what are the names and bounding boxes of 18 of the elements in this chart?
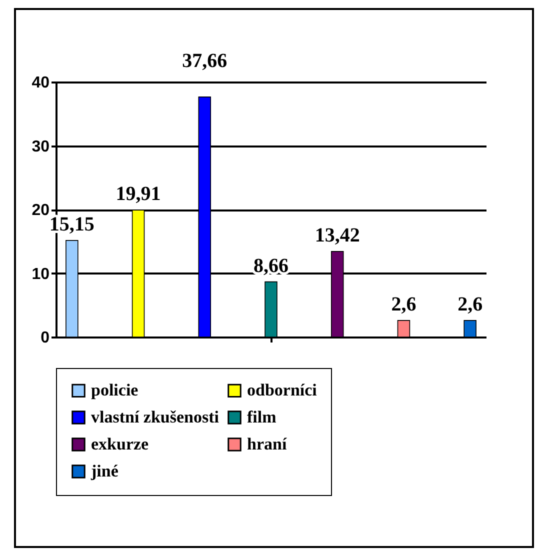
data-label: 13,42 [314,224,360,246]
data-label: 19,91 [116,183,161,206]
y-tick-label: 0 [40,330,50,346]
y-tick-label: 40 [32,74,50,92]
legend-label: jiné [90,462,119,480]
legend-label: exkurze [91,434,150,454]
legend-label: vlastní zkušenosti [91,408,220,426]
legend-label: film [247,408,276,426]
y-tick-label: 20 [32,202,50,219]
data-label: 2,6 [391,293,416,316]
y-tick-label: 10 [32,266,50,283]
data-label: 37,66 [182,50,228,72]
legend-label: policie [91,380,139,400]
legend-label: hraní [247,434,287,454]
y-tick-label: 30 [32,138,50,156]
data-label: 8,66 [254,254,288,277]
data-label: 2,6 [458,293,483,316]
legend-label: odborníci [247,380,318,400]
